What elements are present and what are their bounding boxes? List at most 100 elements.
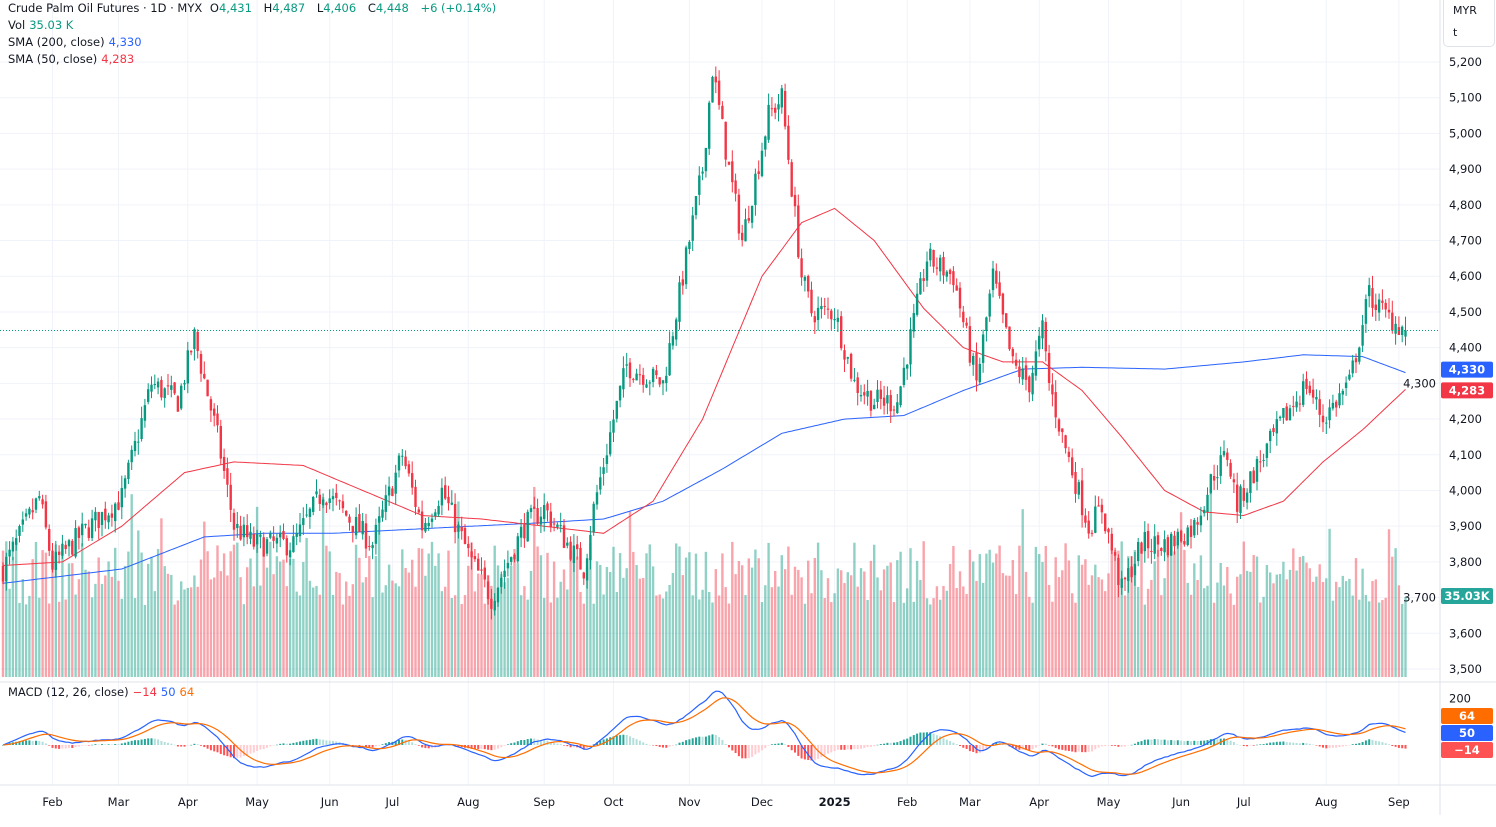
- volume-bar: [711, 602, 714, 677]
- candle-body: [1044, 321, 1047, 352]
- candle-body: [87, 527, 90, 538]
- macd-histogram-bar: [985, 745, 988, 749]
- time-tick-label: Mar: [959, 795, 981, 809]
- candle-body: [272, 536, 275, 541]
- volume-bar: [97, 557, 100, 677]
- candle-body: [308, 508, 312, 518]
- sma50-line: [2, 207, 1406, 566]
- volume-bar: [671, 572, 675, 677]
- volume-bars: [1, 486, 1407, 677]
- macd-histogram-bar: [873, 745, 876, 747]
- candle-body: [856, 377, 859, 394]
- volume-bar: [694, 553, 698, 677]
- volume-bar: [582, 603, 585, 677]
- volume-bar: [638, 578, 642, 677]
- candle-body: [935, 267, 939, 269]
- candle-body: [701, 171, 704, 174]
- macd-histogram-bar: [965, 745, 968, 749]
- volume-bar: [559, 581, 562, 677]
- candle-body: [777, 104, 780, 110]
- price-tick-label: 4,700: [1449, 234, 1482, 248]
- macd-histogram-bar: [1067, 745, 1070, 751]
- volume-bar: [1404, 597, 1407, 677]
- candle-body: [348, 516, 351, 523]
- volume-bar: [1120, 541, 1123, 677]
- time-tick-label: Jul: [384, 795, 399, 809]
- volume-bar: [882, 569, 886, 677]
- volume-bar: [44, 552, 48, 677]
- macd-histogram-bar: [559, 744, 562, 745]
- candle-body: [519, 526, 523, 538]
- candle-body: [206, 379, 209, 397]
- macd-histogram-bar: [1269, 742, 1272, 745]
- volume-bar: [1186, 582, 1189, 677]
- macd-histogram-bar: [708, 735, 711, 745]
- macd-histogram-bar: [411, 742, 414, 745]
- volume-bar: [1127, 556, 1130, 677]
- candle-body: [427, 522, 430, 527]
- candle-body: [790, 162, 793, 197]
- candle-body: [813, 316, 816, 323]
- macd-histogram-bar: [1170, 740, 1173, 745]
- volume-bar: [1216, 582, 1219, 677]
- volume-bar: [5, 541, 8, 677]
- macd-legend[interactable]: MACD (12, 26, close) −14 50 64: [8, 684, 198, 701]
- macd-histogram-bar: [325, 740, 328, 745]
- macd-histogram-bar: [1213, 739, 1216, 745]
- macd-histogram-bar: [1199, 740, 1202, 745]
- macd-histogram-bar: [1114, 745, 1117, 746]
- candle-body: [5, 556, 8, 582]
- volume-bar: [965, 594, 968, 677]
- macd-histogram-bar: [889, 742, 892, 745]
- macd-histogram-bar: [97, 744, 100, 746]
- macd-histogram-bar: [473, 745, 476, 749]
- macd-histogram-bar: [483, 745, 486, 750]
- macd-histogram-bar: [506, 744, 509, 745]
- macd-histogram-bar: [1206, 740, 1209, 745]
- volume-bar: [1236, 576, 1239, 677]
- sma50-label: SMA (50, close): [8, 52, 98, 66]
- macd-histogram-bar: [718, 737, 721, 745]
- volume-bar: [203, 521, 206, 677]
- macd-histogram-bar: [249, 745, 252, 754]
- volume-bar: [714, 569, 717, 677]
- volume-bar: [1381, 600, 1384, 677]
- candle-body: [1014, 359, 1018, 366]
- volume-bar: [57, 601, 61, 677]
- volume-bar: [681, 575, 684, 677]
- sma200-line: [2, 354, 1406, 584]
- price-tick-label: 4,400: [1449, 341, 1482, 355]
- macd-histogram-bar: [1044, 743, 1047, 745]
- candle-body: [15, 538, 18, 545]
- volume-bar: [628, 511, 632, 677]
- currency-unit-selector[interactable]: MYR t: [1443, 0, 1495, 47]
- volume-bar: [632, 551, 635, 677]
- macd-histogram-bar: [794, 745, 796, 753]
- volume-bar: [1269, 572, 1272, 677]
- sma200-legend[interactable]: SMA (200, close) 4,330: [8, 34, 146, 51]
- volume-bar: [41, 550, 44, 677]
- macd-histogram-bar: [1127, 745, 1130, 746]
- candle-body: [919, 278, 922, 295]
- volume-bar: [180, 581, 183, 677]
- volume-bar: [345, 581, 348, 677]
- volume-legend[interactable]: Vol 35.03 K: [8, 17, 77, 34]
- macd-histogram-bar: [1011, 745, 1014, 748]
- candle-body: [975, 352, 978, 381]
- candle-body: [411, 473, 414, 488]
- sma50-legend[interactable]: SMA (50, close) 4,283: [8, 51, 138, 68]
- macd-histogram-bar: [427, 745, 430, 749]
- volume-bar: [939, 599, 942, 677]
- candle-body: [615, 400, 618, 419]
- macd-histogram-bar: [137, 740, 140, 745]
- macd-histogram-bar: [863, 745, 866, 749]
- candle-body: [797, 205, 800, 258]
- candle-body: [100, 512, 104, 525]
- macd-histogram-bar: [1355, 743, 1357, 745]
- candle-body: [394, 472, 397, 494]
- macd-histogram-bar: [58, 745, 61, 749]
- volume-bar: [1371, 580, 1374, 677]
- price-tick-label: 5,200: [1449, 55, 1482, 69]
- macd-histogram-bar: [790, 745, 793, 751]
